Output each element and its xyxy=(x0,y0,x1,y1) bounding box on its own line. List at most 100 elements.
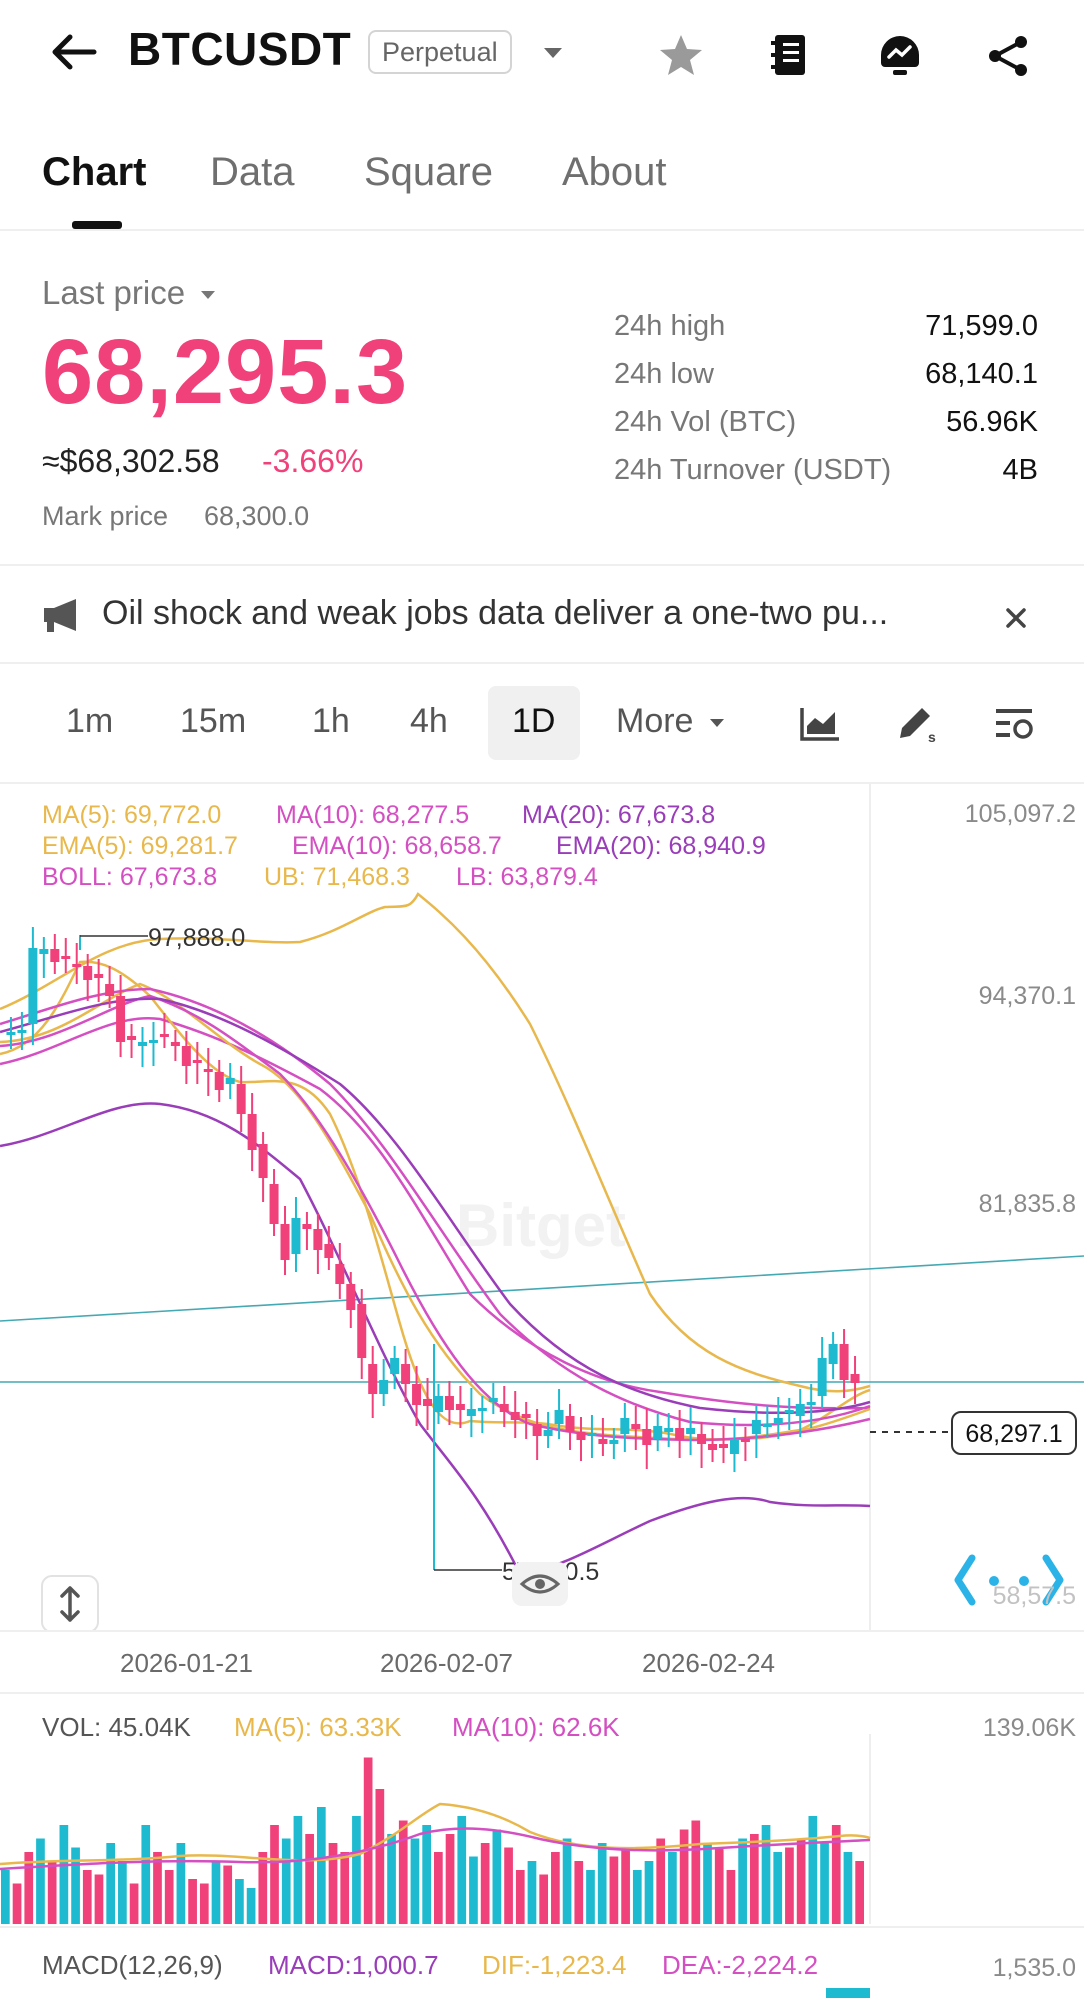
news-ticker[interactable]: Oil shock and weak jobs data deliver a o… xyxy=(102,594,889,632)
price-divider xyxy=(0,564,1084,566)
volume-bar xyxy=(94,1874,104,1924)
draw-tool-button[interactable]: s xyxy=(894,700,942,748)
volume-divider xyxy=(0,1926,1084,1928)
volume-bar xyxy=(246,1888,256,1924)
current-price-tag xyxy=(951,1411,1077,1455)
candle-body xyxy=(17,1030,27,1033)
volume-bar xyxy=(515,1870,525,1924)
favorite-button[interactable] xyxy=(654,28,708,82)
volume-bar xyxy=(153,1852,162,1924)
interval-more-button[interactable]: More xyxy=(616,702,725,741)
contract-type-badge: Perpetual xyxy=(368,30,512,74)
volume-bar xyxy=(422,1825,431,1924)
volume-bar xyxy=(644,1861,654,1924)
interval-1m[interactable]: 1m xyxy=(66,702,114,740)
scroll-latest-button[interactable] xyxy=(954,1554,1064,1606)
macd-label: MACD(12,26,9) xyxy=(42,1950,223,1980)
candle-body xyxy=(291,1218,301,1254)
back-arrow-icon xyxy=(52,34,97,70)
date-axis-divider xyxy=(0,1692,1084,1694)
usd-equivalent: ≈$68,302.58 xyxy=(42,443,220,479)
candle-body xyxy=(433,1396,443,1412)
candle-body xyxy=(784,1410,794,1413)
macd-dif: DIF:-1,223.4 xyxy=(482,1950,627,1980)
tab-data[interactable]: Data xyxy=(210,150,295,194)
volume-bar xyxy=(36,1838,45,1924)
candle-body xyxy=(39,949,49,954)
bot-icon xyxy=(881,36,919,75)
interval-1d[interactable]: 1D xyxy=(512,702,556,740)
volume-bar xyxy=(504,1847,513,1924)
volume-bar xyxy=(340,1852,350,1924)
share-button[interactable] xyxy=(980,28,1036,84)
volume-bar xyxy=(808,1816,818,1924)
candle-body xyxy=(138,1042,148,1046)
chart-settings-icon xyxy=(996,709,1033,739)
stat-label-24h-low: 24h low xyxy=(614,358,714,390)
candle-body xyxy=(653,1426,663,1439)
mark-price-value: 68,300.0 xyxy=(204,501,310,531)
candle-body xyxy=(116,996,126,1042)
volume-bar xyxy=(235,1879,244,1924)
y-scale-button[interactable] xyxy=(41,1575,99,1630)
symbol-title[interactable]: BTCUSDT xyxy=(128,23,352,75)
back-button[interactable] xyxy=(40,24,106,80)
volume-bar xyxy=(316,1807,326,1924)
volume-bars xyxy=(1,1757,864,1924)
chart-area-icon xyxy=(800,708,839,741)
notes-button[interactable] xyxy=(762,28,816,82)
interval-15m[interactable]: 15m xyxy=(180,702,247,740)
candle-body xyxy=(477,1408,487,1411)
candle-body xyxy=(773,1418,783,1424)
candle-body xyxy=(203,1069,213,1072)
eye-toggle-button[interactable] xyxy=(512,1562,568,1606)
candlestick-chart[interactable]: Bitget 97,888.0 57,900.5 68,297.1 xyxy=(0,784,1084,1630)
tabs-divider xyxy=(0,229,1084,231)
volume-bar xyxy=(71,1847,80,1924)
chart-settings-button[interactable] xyxy=(990,700,1038,748)
last-price-selector[interactable]: Last price xyxy=(42,274,216,312)
trading-bot-button[interactable] xyxy=(872,28,928,84)
volume-bar xyxy=(375,1789,385,1924)
volume-bar xyxy=(387,1834,396,1924)
news-close-button[interactable] xyxy=(996,598,1036,638)
indicator-button[interactable] xyxy=(796,700,844,748)
candle-body xyxy=(697,1434,707,1444)
interval-4h[interactable]: 4h xyxy=(410,702,448,740)
symbol-dropdown-button[interactable] xyxy=(538,38,568,68)
volume-bar xyxy=(562,1838,572,1924)
candle-body xyxy=(850,1374,860,1383)
star-icon xyxy=(660,35,702,75)
candle-body xyxy=(61,956,71,959)
tab-square[interactable]: Square xyxy=(364,150,493,194)
stat-label-24h-vol: 24h Vol (BTC) xyxy=(614,406,797,438)
candle-body xyxy=(192,1060,202,1063)
candle-body xyxy=(269,1184,279,1224)
candle-body xyxy=(94,974,104,978)
volume-axis-max: 139.06K xyxy=(982,1714,1076,1742)
candle-body xyxy=(28,948,38,1024)
tab-chart[interactable]: Chart xyxy=(42,150,147,194)
share-icon xyxy=(989,36,1027,76)
x-axis-label: 2026-02-07 xyxy=(380,1648,513,1678)
volume-bar xyxy=(118,1861,127,1924)
close-icon xyxy=(1006,608,1026,628)
candle-body xyxy=(729,1439,739,1454)
macd-histogram-bar xyxy=(826,1988,870,1998)
candle-body xyxy=(127,1036,137,1040)
candle-body xyxy=(543,1430,553,1436)
volume-bar xyxy=(738,1838,747,1924)
candle-body xyxy=(324,1244,334,1258)
legend-boll: BOLL: 67,673.8 xyxy=(42,863,218,891)
trend-line xyxy=(0,1255,1084,1322)
caret-down-icon xyxy=(709,719,724,728)
tab-about[interactable]: About xyxy=(562,150,667,194)
legend-ema5: EMA(5): 69,281.7 xyxy=(42,832,238,860)
ema10-line xyxy=(0,987,871,1427)
candle-body xyxy=(751,1420,761,1434)
volume-bar xyxy=(281,1838,291,1924)
interval-1h[interactable]: 1h xyxy=(312,702,350,740)
candle-body xyxy=(214,1072,224,1090)
candle-body xyxy=(642,1429,652,1445)
volume-bar xyxy=(106,1843,116,1924)
